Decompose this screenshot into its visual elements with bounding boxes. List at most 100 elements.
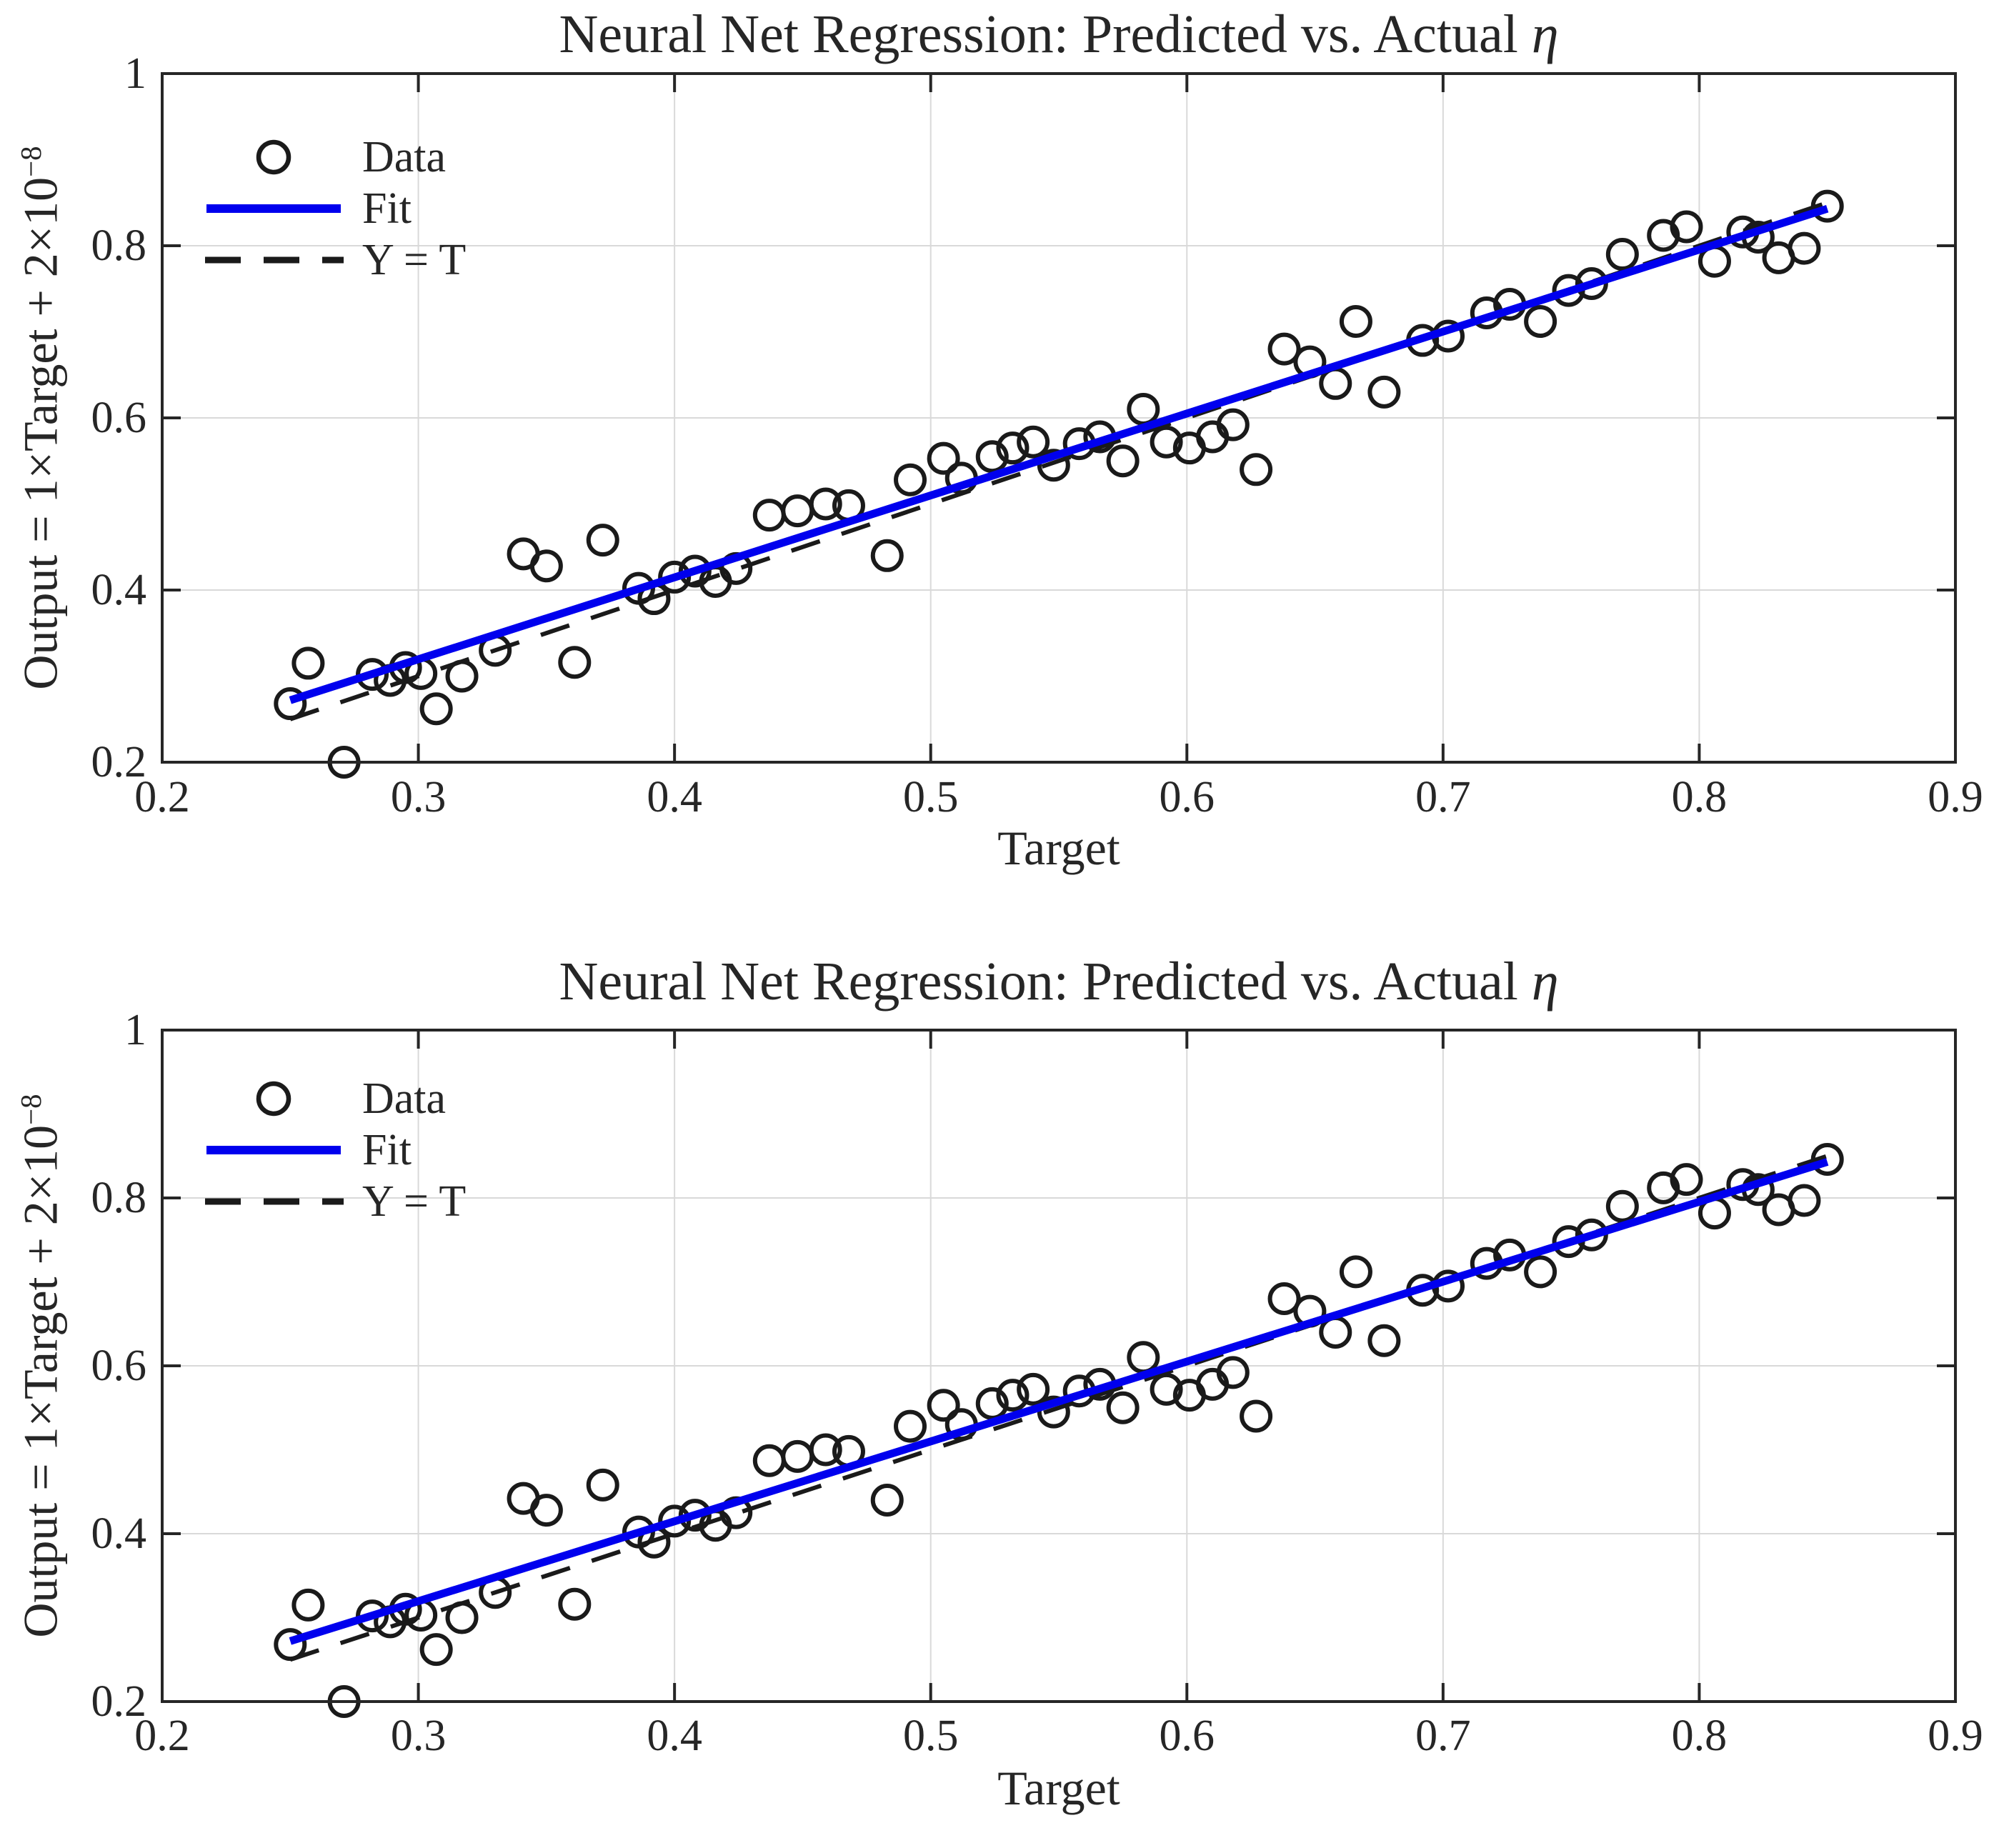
data-point-marker — [558, 646, 592, 679]
data-point-marker — [996, 1379, 1030, 1412]
data-point-marker — [1017, 425, 1050, 459]
plot-title: Neural Net Regression: Predicted vs. Act… — [162, 1, 1955, 67]
data-point-marker — [781, 1439, 814, 1473]
x-axis-label: Target — [997, 1761, 1120, 1815]
y-tick-label: 0.6 — [91, 394, 147, 442]
data-point-marker — [1267, 332, 1301, 366]
dashed-line-icon — [204, 1176, 344, 1227]
legend-item-fit: Fit — [204, 1124, 466, 1176]
y-tick-label: 0.2 — [91, 738, 147, 786]
y-tick-label: 0.4 — [91, 1509, 147, 1558]
data-point-marker — [1106, 444, 1140, 478]
data-point-marker — [996, 431, 1030, 465]
x-tick-label: 0.4 — [647, 773, 702, 821]
fit-line — [289, 204, 1829, 704]
data-point-marker — [291, 1588, 325, 1622]
data-point-marker — [529, 1494, 563, 1527]
axes-border — [161, 1029, 1957, 1703]
data-point-marker — [586, 524, 619, 557]
x-tick-label: 0.5 — [902, 1712, 959, 1760]
data-point-marker — [927, 1389, 960, 1422]
legend: Data Fit Y = T — [204, 131, 466, 286]
data-point-marker — [445, 1601, 479, 1634]
data-point-marker — [1788, 1184, 1821, 1217]
x-tick-label: 0.5 — [902, 773, 959, 821]
y-axis-label-exponent: −8 — [15, 1094, 47, 1125]
data-point-marker — [1605, 238, 1639, 271]
plot-area — [161, 1029, 1957, 1718]
data-point-marker — [356, 658, 389, 691]
plot-title-text: Neural Net Regression: Predicted vs. Act… — [559, 4, 1532, 64]
data-point-marker — [894, 1409, 927, 1443]
data-point-marker — [1017, 1372, 1050, 1406]
data-point-marker — [752, 1444, 786, 1477]
data-point-marker — [1810, 189, 1844, 223]
x-axis-label: Target — [997, 821, 1120, 875]
y-tick-label: 0.8 — [91, 1174, 147, 1222]
legend-item-identity: Y = T — [204, 234, 466, 286]
fit-line — [289, 1158, 1829, 1645]
data-point-marker — [1670, 1163, 1703, 1197]
x-tick-label: 0.8 — [1671, 1712, 1728, 1760]
data-point-marker — [1150, 1372, 1183, 1406]
data-point-marker — [1240, 1399, 1273, 1433]
y-tick-label: 0.4 — [91, 566, 147, 614]
data-point-marker — [274, 687, 307, 721]
legend-item-fit: Fit — [204, 183, 466, 234]
data-point-marker — [1367, 1324, 1401, 1357]
data-point-marker — [1339, 1255, 1372, 1289]
x-tick-label: 0.7 — [1415, 773, 1471, 821]
x-tick-label: 0.9 — [1928, 773, 1983, 821]
eta-symbol: η — [1531, 952, 1559, 1012]
data-point-marker — [975, 1387, 1009, 1420]
y-tick-label: 0.2 — [91, 1677, 147, 1726]
data-point-marker — [274, 1628, 307, 1662]
plot-title-text: Neural Net Regression: Predicted vs. Act… — [559, 952, 1532, 1012]
dashed-line-icon — [204, 234, 344, 286]
x-tick-label: 0.2 — [134, 1712, 190, 1760]
y-axis-label-exponent: −8 — [15, 146, 47, 177]
data-point-marker — [809, 1433, 842, 1467]
legend: Data Fit Y = T — [204, 1073, 466, 1227]
data-point-marker — [1127, 392, 1160, 426]
legend-label: Y = T — [362, 235, 467, 284]
data-point-marker — [586, 1468, 619, 1502]
data-point-marker — [291, 646, 325, 680]
data-point-marker — [1216, 1356, 1250, 1389]
data-point-marker — [870, 539, 904, 572]
x-tick-label: 0.2 — [134, 773, 190, 821]
legend-label: Y = T — [362, 1177, 467, 1226]
y-tick-label: 0.6 — [91, 1342, 147, 1390]
axes-border — [161, 72, 1957, 764]
data-point-marker — [1319, 366, 1352, 400]
data-point-marker — [1524, 1255, 1557, 1289]
legend-item-identity: Y = T — [204, 1176, 466, 1227]
legend-label: Data — [362, 132, 447, 181]
data-point-marker — [658, 560, 692, 594]
plot-area — [161, 72, 1957, 779]
legend-label: Data — [362, 1074, 447, 1123]
data-point-marker — [1240, 453, 1273, 486]
data-point-marker — [529, 549, 563, 583]
data-point-marker — [1037, 1395, 1070, 1429]
y-tick-label: 0.8 — [91, 221, 147, 270]
legend-item-data: Data — [204, 1073, 466, 1124]
data-point-marker — [781, 494, 814, 528]
data-marker-icon — [204, 131, 344, 183]
legend-label: Fit — [362, 1125, 412, 1174]
data-point-marker — [419, 1633, 453, 1667]
eta-symbol: η — [1531, 4, 1559, 64]
data-point-marker — [1037, 449, 1070, 482]
data-point-marker — [678, 554, 712, 588]
data-point-marker — [558, 1587, 592, 1621]
data-point-marker — [1810, 1142, 1844, 1176]
data-point-marker — [1367, 375, 1401, 409]
data-marker-icon — [204, 1073, 344, 1124]
data-point-marker — [1127, 1341, 1160, 1374]
y-tick-label: 1 — [124, 49, 146, 98]
x-tick-label: 0.7 — [1415, 1712, 1471, 1760]
data-point-marker — [678, 1499, 712, 1532]
data-point-marker — [419, 692, 453, 726]
x-tick-label: 0.6 — [1159, 1712, 1215, 1760]
